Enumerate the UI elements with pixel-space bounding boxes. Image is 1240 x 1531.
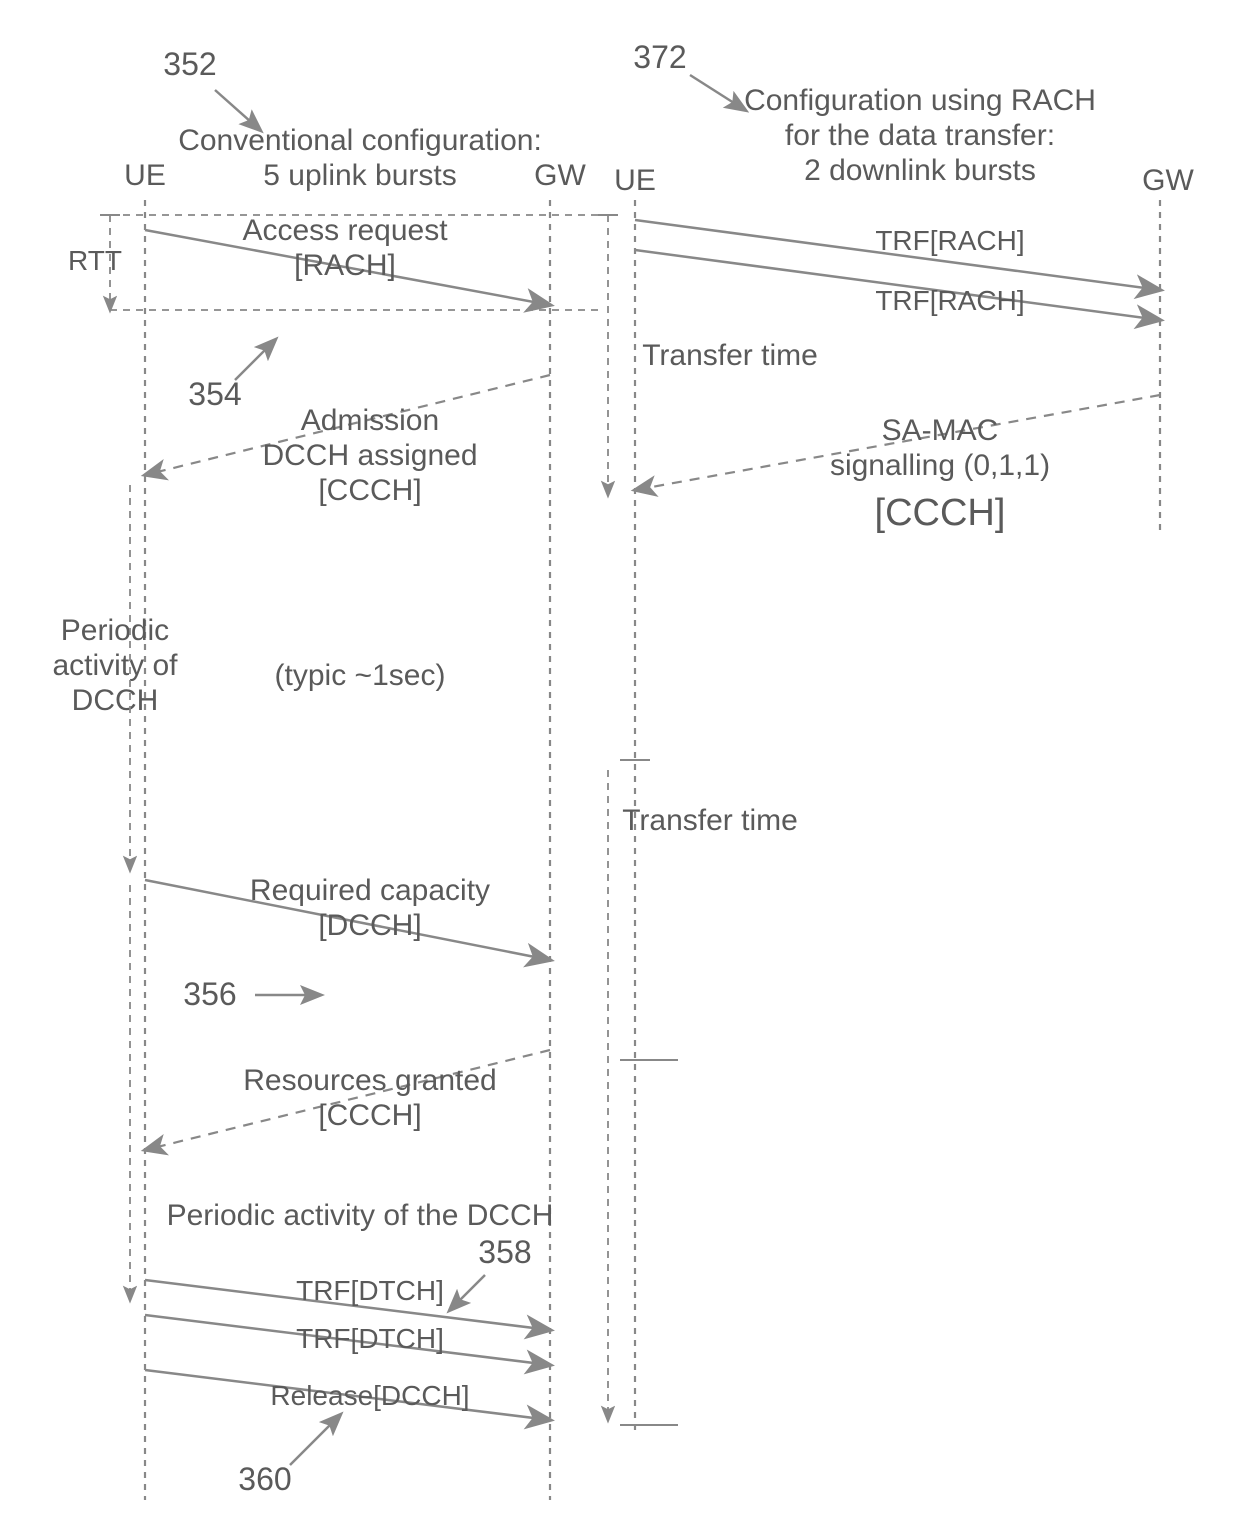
msg-samac-extra: [CCCH] xyxy=(875,492,1006,534)
msg-resgrant-l2: [CCCH] xyxy=(318,1099,421,1132)
right-ue-label: UE xyxy=(614,164,656,197)
right-title-3: 2 downlink bursts xyxy=(804,154,1036,187)
ref-358: 358 xyxy=(478,1234,531,1270)
msg-release-l: Release[DCCH] xyxy=(270,1380,469,1411)
right-diagram: 372 Configuration using RACH for the dat… xyxy=(598,39,1195,1430)
transfer-time-1: Transfer time xyxy=(642,339,818,372)
msg-reqcap-l2: [DCCH] xyxy=(318,909,421,942)
transfer-time-2: Transfer time xyxy=(622,804,798,837)
left-title-1: Conventional configuration: xyxy=(178,124,542,157)
periodic2-label: Periodic activity of the DCCH xyxy=(167,1199,554,1232)
msg-access-request-l2: [RACH] xyxy=(294,249,396,282)
msg-access-request-l1: Access request xyxy=(242,214,448,247)
ref-360: 360 xyxy=(238,1461,291,1497)
msg-trf2: TRF[DTCH] xyxy=(296,1323,444,1354)
typic-label: (typic ~1sec) xyxy=(275,659,446,692)
msg-admission-l3: [CCCH] xyxy=(318,474,421,507)
ref-356: 356 xyxy=(183,976,236,1012)
r-trf2: TRF[RACH] xyxy=(875,285,1024,316)
msg-resgrant-l1: Resources granted xyxy=(243,1064,496,1097)
periodic-l1: Periodic xyxy=(61,614,169,647)
periodic-l2: activity of xyxy=(52,649,178,682)
msg-trf1: TRF[DTCH] xyxy=(296,1275,444,1306)
ref-372: 372 xyxy=(633,39,686,75)
msg-reqcap-l1: Required capacity xyxy=(250,874,490,907)
ref-354: 354 xyxy=(188,376,241,412)
periodic-l3: DCCH xyxy=(72,684,159,717)
rtt-label: RTT xyxy=(68,245,122,276)
right-title-2: for the data transfer: xyxy=(785,119,1055,152)
r-trf1: TRF[RACH] xyxy=(875,225,1024,256)
right-title-1: Configuration using RACH xyxy=(744,84,1096,117)
msg-admission-l2: DCCH assigned xyxy=(262,439,477,472)
msg-admission-l1: Admission xyxy=(301,404,439,437)
left-gw-label: GW xyxy=(534,159,586,192)
msg-samac-l1: SA-MAC xyxy=(882,414,999,447)
ref-352: 352 xyxy=(163,46,216,82)
left-title-2: 5 uplink bursts xyxy=(263,159,456,192)
msg-samac-l2: signalling (0,1,1) xyxy=(830,449,1050,482)
sequence-diagram: 352 Conventional configuration: 5 uplink… xyxy=(0,0,1240,1531)
left-diagram: 352 Conventional configuration: 5 uplink… xyxy=(52,46,600,1500)
left-ue-label: UE xyxy=(124,159,166,192)
right-gw-label: GW xyxy=(1142,164,1194,197)
